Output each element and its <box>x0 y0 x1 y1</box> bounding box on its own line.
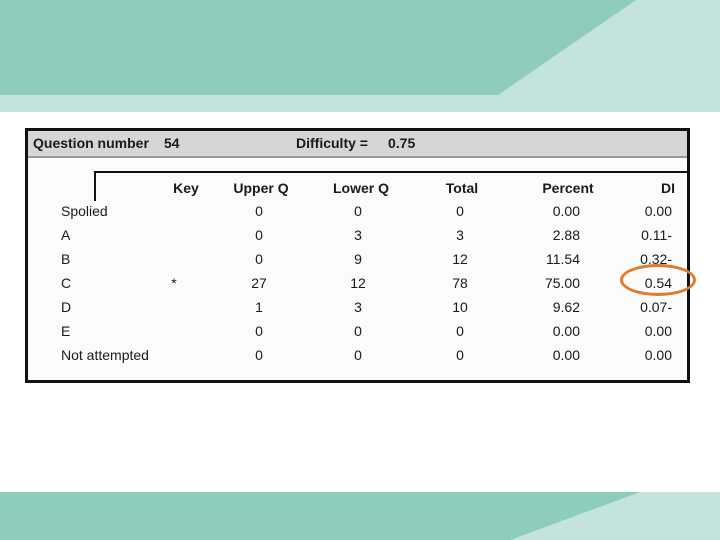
question-number-value: 54 <box>164 135 180 151</box>
row-label: B <box>61 251 71 267</box>
di-cell: 0.00 <box>644 347 672 363</box>
total-cell: 0 <box>456 347 464 363</box>
column-header-bracket <box>94 171 687 201</box>
upper-cell: 1 <box>255 299 263 315</box>
lower-cell: 0 <box>354 323 362 339</box>
di-column-header: DI <box>661 180 675 196</box>
row-label: E <box>61 323 71 339</box>
highlight-circle-di <box>620 264 696 296</box>
upper-q-column-header: Upper Q <box>233 180 289 196</box>
percent-cell: 0.00 <box>552 323 580 339</box>
upper-cell: 0 <box>255 251 263 267</box>
difficulty-value: 0.75 <box>388 135 416 151</box>
lower-cell: 12 <box>350 275 366 291</box>
di-cell: 0.00 <box>644 323 672 339</box>
total-cell: 78 <box>452 275 468 291</box>
percent-cell: 0.00 <box>552 347 580 363</box>
upper-cell: 0 <box>255 203 263 219</box>
upper-cell: 0 <box>255 347 263 363</box>
percent-cell: 11.54 <box>546 251 580 267</box>
lower-cell: 9 <box>354 251 362 267</box>
total-cell: 3 <box>456 227 464 243</box>
difficulty-label: Difficulty = <box>296 135 368 151</box>
total-cell: 10 <box>452 299 468 315</box>
total-column-header: Total <box>445 180 479 196</box>
upper-cell: 0 <box>255 227 263 243</box>
lower-q-column-header: Lower Q <box>332 180 390 196</box>
top-decor-band <box>0 0 720 112</box>
row-label: Spolied <box>61 203 108 219</box>
di-cell: 0.11- <box>641 227 672 243</box>
row-label: Not attempted <box>61 347 149 363</box>
total-cell: 0 <box>456 323 464 339</box>
question-number-label: Question number <box>33 135 149 151</box>
percent-cell: 2.88 <box>552 227 580 243</box>
upper-cell: 0 <box>255 323 263 339</box>
di-cell: 0.07- <box>640 299 672 315</box>
lower-cell: 0 <box>354 203 362 219</box>
row-label: D <box>61 299 72 315</box>
percent-cell: 9.62 <box>552 299 580 315</box>
percent-cell: 0.00 <box>552 203 580 219</box>
upper-cell: 27 <box>251 275 267 291</box>
total-cell: 12 <box>452 251 468 267</box>
row-label: A <box>61 227 71 243</box>
lower-cell: 3 <box>354 227 362 243</box>
row-label: C <box>61 275 72 291</box>
lower-cell: 0 <box>354 347 362 363</box>
lower-cell: 3 <box>354 299 362 315</box>
bottom-decor-band <box>0 492 720 540</box>
di-cell: 0.00 <box>644 203 672 219</box>
item-analysis-scan: Question number 54 Difficulty = 0.75 Key… <box>25 128 690 383</box>
key-cell: * <box>171 275 177 291</box>
question-header: Question number 54 Difficulty = 0.75 <box>28 131 687 158</box>
di-cell: 0.32- <box>640 251 672 267</box>
percent-column-header: Percent <box>542 180 594 196</box>
total-cell: 0 <box>456 203 464 219</box>
key-column-header: Key <box>173 180 199 196</box>
percent-cell: 75.00 <box>544 275 580 291</box>
